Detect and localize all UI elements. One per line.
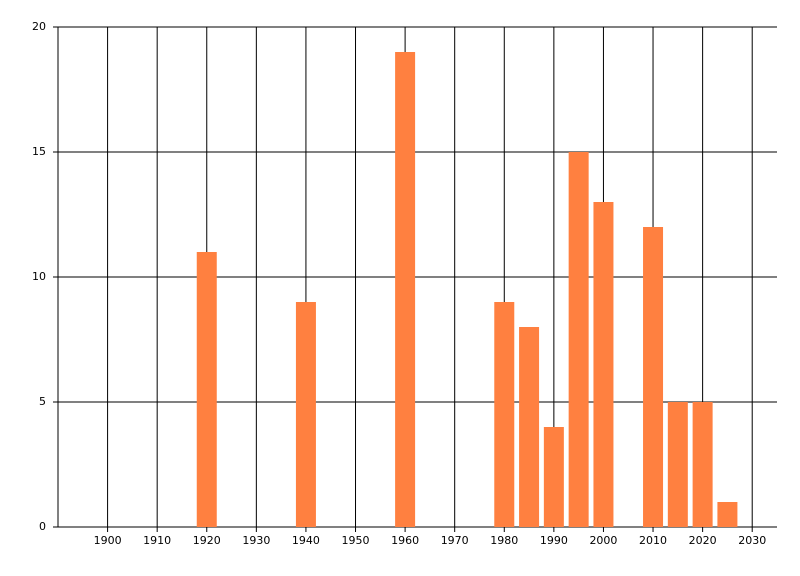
bar xyxy=(494,302,515,527)
x-tick-label: 1920 xyxy=(193,534,221,547)
bar xyxy=(593,202,614,527)
x-tick-label: 1910 xyxy=(143,534,171,547)
x-tick-label: 2020 xyxy=(689,534,717,547)
x-tick-label: 2000 xyxy=(589,534,617,547)
bar xyxy=(568,152,589,527)
bar xyxy=(692,402,713,527)
bar xyxy=(519,327,540,527)
x-tick-label: 1980 xyxy=(490,534,518,547)
y-tick-label: 20 xyxy=(32,20,46,33)
x-tick-label: 1990 xyxy=(540,534,568,547)
y-tick-label: 15 xyxy=(32,145,46,158)
bar xyxy=(643,227,664,527)
x-tick-label: 2030 xyxy=(738,534,766,547)
bar xyxy=(295,302,316,527)
bar xyxy=(543,427,564,527)
x-tick-label: 1930 xyxy=(242,534,270,547)
y-tick-label: 10 xyxy=(32,270,46,283)
bar xyxy=(717,502,738,527)
x-tick-label: 1950 xyxy=(342,534,370,547)
x-tick-label: 1940 xyxy=(292,534,320,547)
y-tick-label: 0 xyxy=(39,520,46,533)
x-tick-label: 2010 xyxy=(639,534,667,547)
bar xyxy=(395,52,416,527)
x-tick-label: 1900 xyxy=(94,534,122,547)
bar xyxy=(196,252,217,527)
bar xyxy=(667,402,688,527)
y-tick-label: 5 xyxy=(39,395,46,408)
x-tick-label: 1960 xyxy=(391,534,419,547)
x-tick-label: 1970 xyxy=(441,534,469,547)
